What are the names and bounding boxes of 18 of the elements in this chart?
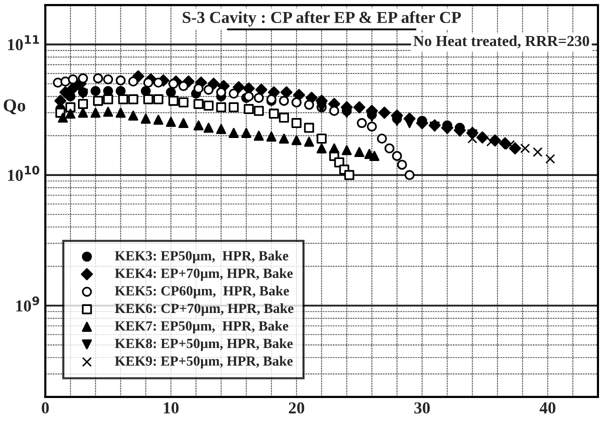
annotation: No Heat treated, RRR=230	[414, 35, 590, 48]
y-tick-label: 10$^{9}$	[16, 296, 40, 312]
x-tick-label: 40	[540, 402, 556, 414]
legend-label: KEK4: EP+70µm, HPR, Bake	[114, 268, 293, 281]
legend-label: KEK5: CP60µm, HPR, Bake	[114, 286, 289, 298]
y-axis-title: Qo	[4, 99, 26, 114]
legend-label: KEK6: CP+70µm, HPR, Bake	[114, 303, 294, 316]
x-tick-label: 10	[164, 402, 179, 414]
y-tick-label: 10$^{10}$	[8, 166, 40, 181]
legend-label: KEK9: EP+50µm, HPR, Bake	[114, 356, 293, 369]
y-tick-label: 10$^{11}$	[8, 35, 40, 50]
chart-title: S-3 Cavity : CP after EP & EP after CP	[182, 11, 461, 26]
legend-label: KEK3: EP50µm, HPR, Bake	[114, 250, 288, 264]
x-tick-label: 20	[288, 402, 304, 414]
x-tick-label: 30	[414, 402, 430, 414]
legend-label: KEK7: EP50µm, HPR, Bake	[114, 320, 288, 334]
x-tick-label: 0	[42, 402, 49, 414]
legend-label: KEK8: EP+50µm, HPR, Bake	[114, 338, 293, 351]
